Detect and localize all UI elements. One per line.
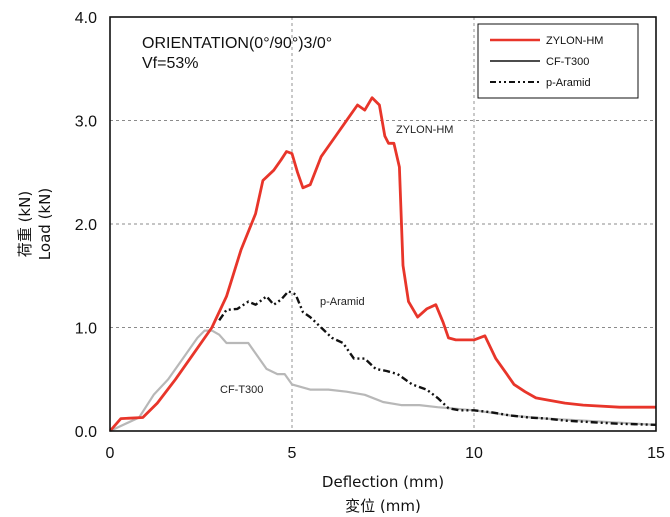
legend: ZYLON-HM CF-T300 p-Aramid	[477, 23, 639, 99]
y-axis-label-ja: 荷重 (kN)	[16, 191, 34, 257]
x-axis-label-ja: 変位 (mm)	[345, 497, 421, 515]
x-tick-label: 0	[106, 445, 115, 462]
y-tick-label: 2.0	[75, 217, 97, 234]
legend-label-zylon: ZYLON-HM	[546, 35, 603, 47]
series-line-zylon-hm	[108, 96, 656, 432]
vf-note: Vf=53%	[142, 55, 198, 72]
y-tick-label: 0.0	[75, 424, 97, 441]
y-tick-label: 1.0	[75, 321, 97, 338]
series-layer	[108, 96, 657, 432]
legend-label-cf: CF-T300	[546, 56, 589, 68]
x-axis-label: Deflection (mm)	[322, 473, 444, 491]
series-line-cf-t300	[109, 329, 657, 432]
orientation-note: ORIENTATION(0°/90°)3/0°	[142, 35, 332, 52]
aramid-annotation: p-Aramid	[320, 296, 365, 308]
x-axis-ticks: 0 5 10 15	[106, 445, 665, 462]
y-tick-label: 3.0	[75, 114, 97, 131]
x-tick-label: 5	[288, 445, 297, 462]
zylon-annotation: ZYLON-HM	[396, 124, 453, 136]
x-tick-label: 10	[465, 445, 483, 462]
cf-annotation: CF-T300	[220, 384, 263, 396]
legend-label-aramid: p-Aramid	[546, 77, 591, 89]
y-tick-label: 4.0	[75, 10, 97, 27]
plot-frame	[109, 16, 657, 432]
y-axis-label: Load (kN)	[36, 188, 54, 260]
y-axis-ticks: 0.0 1.0 2.0 3.0 4.0	[75, 10, 97, 441]
series-line-p-aramid	[218, 290, 657, 426]
x-tick-label: 15	[647, 445, 665, 462]
